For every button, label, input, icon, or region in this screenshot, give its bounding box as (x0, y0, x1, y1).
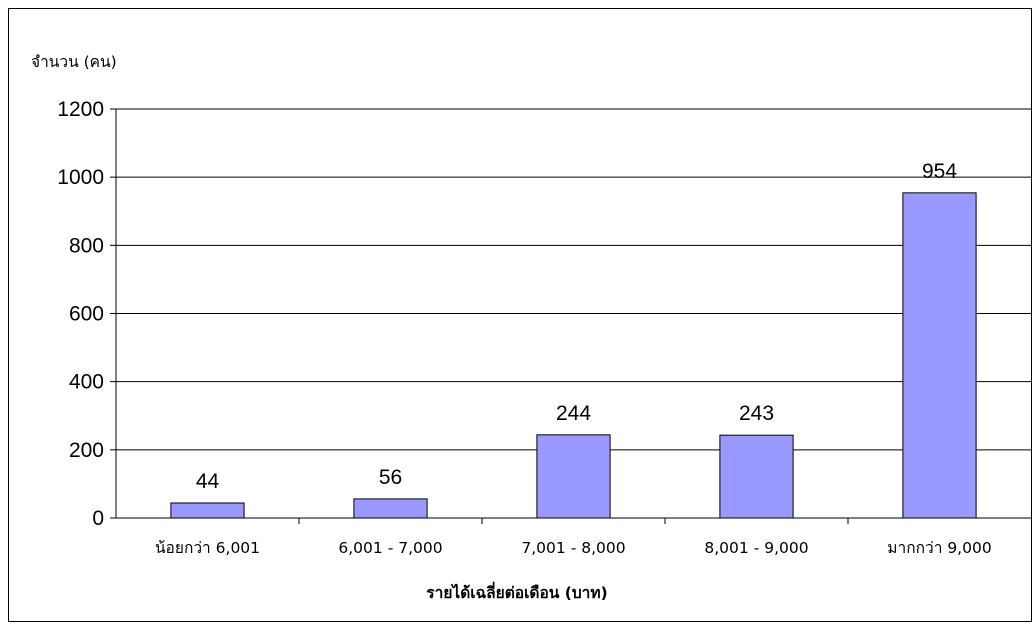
chart-frame: 0 200 400 600 800 1000 1200 44 น้อยกว่า 6,001 56 6… (8, 8, 1032, 622)
category-label: 8,001 - 9,000 (704, 539, 808, 557)
data-label: 243 (739, 402, 774, 425)
labels: 0 200 400 600 800 1000 1200 44 น้อยกว่า 6,001 56 6… (57, 98, 991, 557)
bar (902, 192, 977, 519)
axes (110, 108, 1031, 524)
y-tick-label: 600 (69, 303, 104, 326)
bar (170, 502, 245, 519)
bar (719, 434, 794, 519)
category-label: 6,001 - 7,000 (338, 539, 442, 557)
data-label: 954 (922, 160, 957, 183)
y-tick-label: 800 (69, 234, 104, 257)
y-tick-label: 1200 (57, 98, 104, 121)
category-label: น้อยกว่า 6,001 (155, 539, 260, 557)
data-label: 44 (196, 470, 220, 493)
y-tick-label: 0 (92, 507, 104, 530)
bar (353, 498, 428, 519)
gridlines (116, 108, 1031, 451)
category-label: 7,001 - 8,000 (521, 539, 625, 557)
x-axis-title: รายได้เฉลี่ยต่อเดือน (บาท) (426, 581, 607, 602)
data-label: 244 (556, 402, 591, 425)
category-label: มากกว่า 9,000 (887, 539, 991, 557)
y-tick-label: 200 (69, 439, 104, 462)
y-axis-title: จำนวน (คน) (31, 53, 117, 71)
bar (536, 434, 611, 519)
bars (170, 192, 977, 519)
y-tick-label: 1000 (57, 166, 104, 189)
bar-chart: 0 200 400 600 800 1000 1200 44 น้อยกว่า 6,001 56 6… (31, 53, 1031, 602)
y-tick-label: 400 (69, 371, 104, 394)
data-label: 56 (379, 466, 402, 489)
